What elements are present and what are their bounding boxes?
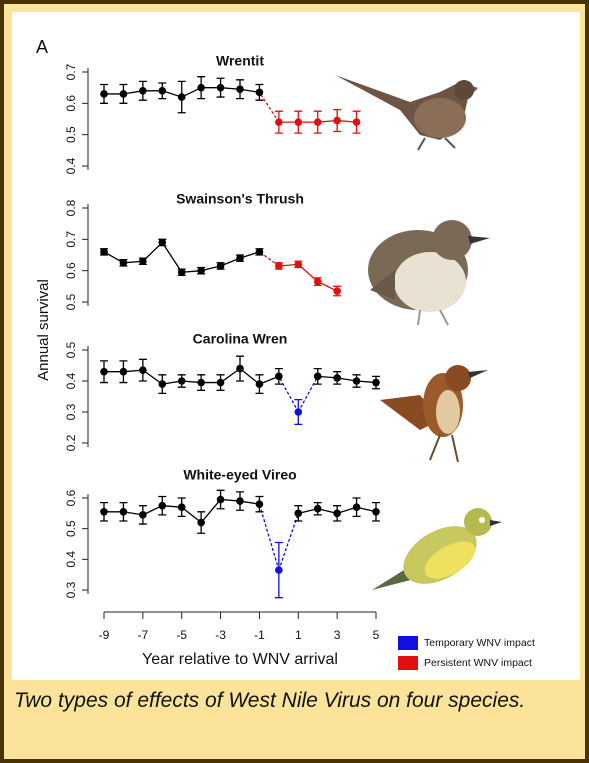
data-point — [314, 278, 322, 286]
data-point — [372, 379, 380, 387]
data-point — [236, 85, 244, 93]
data-point — [100, 508, 108, 516]
y-tick-label: 0.6 — [64, 489, 78, 506]
x-axis-label: Year relative to WNV arrival — [142, 651, 338, 668]
x-tick-label: -3 — [215, 628, 226, 642]
data-point — [294, 261, 302, 269]
data-point — [100, 248, 108, 256]
data-point — [314, 505, 322, 513]
data-point — [120, 259, 128, 267]
y-tick-label: 0.4 — [64, 551, 78, 568]
y-tick-label: 0.5 — [64, 126, 78, 143]
data-point — [158, 239, 166, 247]
legend-label: Temporary WNV impact — [424, 637, 535, 649]
data-point — [353, 118, 361, 126]
data-point — [178, 503, 186, 511]
data-point — [197, 519, 205, 527]
data-point — [100, 90, 108, 98]
x-tick-label: -7 — [138, 628, 149, 642]
data-point — [178, 93, 186, 101]
caption: Two types of effects of West Nile Virus … — [14, 686, 580, 716]
y-tick-label: 0.5 — [64, 293, 78, 310]
data-point — [139, 87, 147, 95]
y-tick-label: 0.5 — [64, 520, 78, 537]
y-tick-label: 0.5 — [64, 341, 78, 358]
data-point — [100, 368, 108, 376]
y-tick-label: 0.8 — [64, 199, 78, 216]
data-point — [158, 502, 166, 510]
panel-label: A — [36, 37, 48, 57]
data-point — [314, 373, 322, 381]
data-point — [120, 368, 128, 376]
data-point — [275, 566, 283, 574]
data-point — [314, 118, 322, 126]
data-point — [178, 377, 186, 385]
figure-background — [12, 12, 580, 680]
data-point — [333, 374, 341, 382]
y-tick-label: 0.7 — [64, 231, 78, 248]
data-point — [372, 508, 380, 516]
chart-title: Swainson's Thrush — [176, 191, 304, 207]
data-point — [294, 118, 302, 126]
data-point — [353, 377, 361, 385]
data-point — [178, 268, 186, 276]
x-tick-label: 1 — [295, 628, 302, 642]
data-point — [236, 497, 244, 505]
y-axis-label: Annual survival — [35, 279, 52, 381]
x-tick-label: -9 — [99, 628, 110, 642]
data-point — [120, 508, 128, 516]
data-point — [294, 510, 302, 518]
data-point — [353, 503, 361, 511]
data-point — [217, 379, 225, 387]
y-tick-label: 0.4 — [64, 157, 78, 174]
x-tick-label: 5 — [373, 628, 380, 642]
data-point — [256, 248, 264, 256]
y-tick-label: 0.6 — [64, 262, 78, 279]
data-point — [139, 511, 147, 519]
chart-title: White-eyed Vireo — [183, 467, 296, 483]
data-point — [120, 90, 128, 98]
data-point — [333, 117, 341, 125]
data-point — [139, 366, 147, 374]
data-point — [158, 87, 166, 95]
x-tick-label: 3 — [334, 628, 341, 642]
x-tick-label: -1 — [254, 628, 265, 642]
data-point — [333, 287, 341, 295]
data-point — [217, 262, 225, 270]
data-point — [217, 84, 225, 92]
y-tick-label: 0.4 — [64, 372, 78, 389]
page: {"figure": {"label": "A", "ylabel": "Ann… — [0, 0, 589, 763]
chart-title: Carolina Wren — [193, 331, 288, 347]
data-point — [333, 510, 341, 518]
data-point — [236, 365, 244, 373]
chart-title: Wrentit — [216, 53, 264, 69]
legend-swatch — [398, 636, 418, 650]
data-point — [197, 84, 205, 92]
y-tick-label: 0.3 — [64, 581, 78, 598]
data-point — [256, 380, 264, 388]
legend-label: Persistent WNV impact — [424, 657, 532, 669]
data-point — [217, 496, 225, 504]
data-point — [275, 262, 283, 270]
data-point — [158, 380, 166, 388]
y-tick-label: 0.3 — [64, 403, 78, 420]
y-tick-label: 0.7 — [64, 63, 78, 80]
data-point — [236, 254, 244, 262]
figure: A Annual survival Year relative to WNV a… — [0, 0, 589, 684]
data-point — [139, 257, 147, 265]
data-point — [256, 89, 264, 97]
y-tick-label: 0.2 — [64, 434, 78, 451]
x-tick-label: -5 — [176, 628, 187, 642]
data-point — [275, 373, 283, 381]
data-point — [197, 379, 205, 387]
y-tick-label: 0.6 — [64, 95, 78, 112]
data-point — [197, 267, 205, 275]
data-point — [275, 118, 283, 126]
data-point — [294, 408, 302, 416]
legend-swatch — [398, 656, 418, 670]
data-point — [256, 500, 264, 508]
